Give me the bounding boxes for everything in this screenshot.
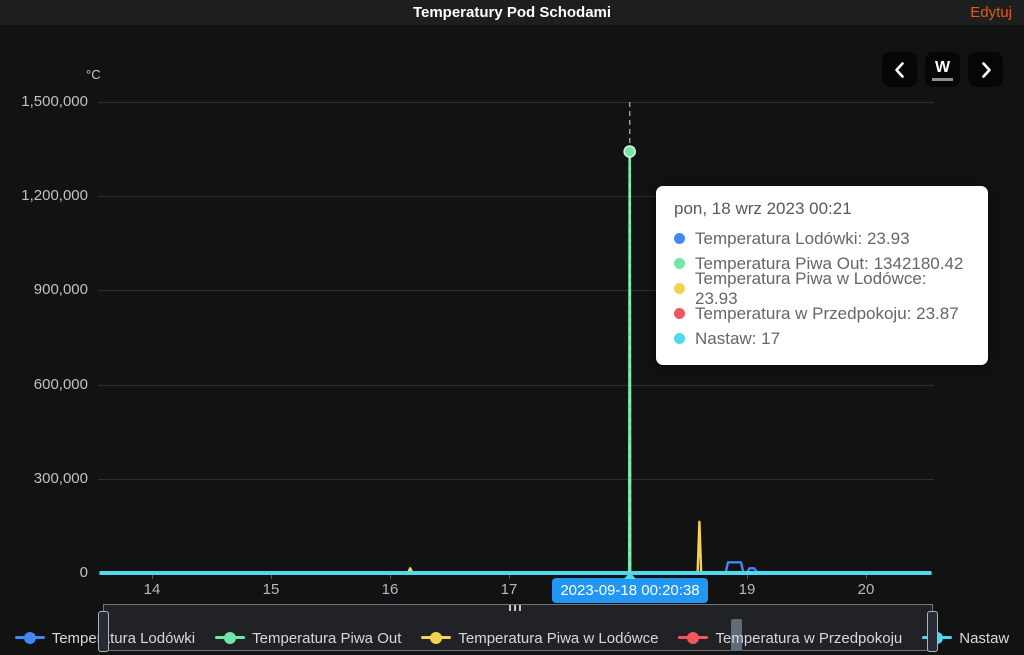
x-tick: [509, 574, 510, 579]
series-line: [99, 561, 932, 575]
legend-label: Temperatura Piwa w Lodówce: [458, 629, 659, 647]
legend-item[interactable]: Temperatura Piwa Out: [215, 626, 401, 650]
gridline: [98, 573, 934, 574]
cursor-pointer-tip: [624, 572, 636, 579]
datazoom-track[interactable]: [103, 604, 933, 651]
chevron-right-icon: [981, 61, 991, 78]
header-bar: Temperatury Pod Schodami Edytuj: [0, 0, 1024, 25]
y-tick-label: 600,000: [33, 376, 88, 393]
x-tick: [747, 574, 748, 579]
gridline: [98, 479, 934, 480]
y-tick-label: 1,500,000: [21, 93, 88, 110]
legend-label: Temperatura w Przedpokoju: [715, 629, 903, 647]
legend-marker-icon: [678, 631, 709, 645]
page-title: Temperatury Pod Schodami: [412, 4, 612, 21]
y-tick-label: 1,200,000: [21, 187, 88, 204]
x-tick-label: 19: [738, 581, 756, 598]
tooltip-title: pon, 18 wrz 2023 00:21: [674, 199, 852, 218]
cursor-axis-label: 2023-09-18 00:20:38: [552, 578, 708, 603]
gridline: [98, 102, 934, 103]
datazoom-grip-icon[interactable]: [509, 605, 521, 611]
legend-item[interactable]: Temperatura Piwa w Lodówce: [421, 626, 658, 650]
y-axis-unit: °C: [86, 67, 101, 82]
period-week-button[interactable]: W: [925, 52, 960, 87]
series-line: [99, 520, 932, 575]
tooltip-rows: Temperatura Lodówki: 23.93 Temperatura Pi…: [674, 226, 970, 351]
edit-link[interactable]: Edytuj: [970, 4, 1012, 21]
legend-label: Nastaw: [959, 629, 1010, 647]
series-color-dot-icon: [674, 233, 685, 244]
series-color-dot-icon: [674, 258, 685, 269]
tooltip-series-value: Temperatura w Przedpokoju: 23.87: [695, 303, 959, 323]
next-period-button[interactable]: [968, 52, 1003, 87]
time-nav: W: [882, 52, 1003, 87]
y-tick-label: 0: [79, 564, 88, 581]
x-tick-label: 17: [500, 581, 518, 598]
datazoom-right-handle[interactable]: [927, 611, 938, 652]
x-tick-label: 15: [262, 581, 280, 598]
tooltip-row: Temperatura Piwa w Lodówce: 23.93: [674, 269, 970, 308]
chart-tooltip: pon, 18 wrz 2023 00:21 Temperatura Lodów…: [656, 186, 988, 365]
tooltip-series-value: Temperatura Lodówki: 23.93: [695, 228, 910, 248]
legend-marker-icon: [14, 631, 45, 645]
x-tick-label: 14: [143, 581, 161, 598]
legend-marker-icon: [421, 631, 452, 645]
tooltip-series-value: Temperatura Piwa w Lodówce: 23.93: [695, 268, 927, 308]
series-color-dot-icon: [674, 333, 685, 344]
prev-period-button[interactable]: [882, 52, 917, 87]
series-point-marker: [623, 145, 637, 158]
y-tick-label: 300,000: [33, 470, 88, 487]
tooltip-row: Temperatura w Przedpokoju: 23.87: [674, 301, 970, 326]
period-label: W: [931, 59, 954, 81]
legend-marker-icon: [215, 631, 246, 645]
tooltip-series-value: Nastaw: 17: [695, 328, 781, 348]
datazoom-shadow-bar: [731, 619, 742, 651]
x-tick: [152, 574, 153, 579]
series-color-dot-icon: [674, 283, 685, 294]
datazoom-left-handle[interactable]: [98, 611, 109, 652]
legend-item[interactable]: Temperatura Lodówki: [14, 626, 196, 650]
x-tick: [271, 574, 272, 579]
x-tick-label: 20: [857, 581, 875, 598]
legend-item[interactable]: Temperatura w Przedpokoju: [678, 626, 902, 650]
chevron-left-icon: [894, 61, 904, 78]
legend-label: Temperatura Piwa Out: [252, 629, 402, 647]
x-tick-label: 16: [381, 581, 399, 598]
series-color-dot-icon: [674, 308, 685, 319]
y-tick-label: 900,000: [33, 281, 88, 298]
gridline: [98, 385, 934, 386]
tooltip-row: Nastaw: 17: [674, 326, 970, 351]
x-tick: [390, 574, 391, 579]
legend-label: Temperatura Lodówki: [51, 629, 196, 647]
x-tick: [866, 574, 867, 579]
tooltip-row: Temperatura Lodówki: 23.93: [674, 226, 970, 251]
chart-legend: Temperatura Lodówki Temperatura Piwa Out T…: [0, 626, 1024, 650]
